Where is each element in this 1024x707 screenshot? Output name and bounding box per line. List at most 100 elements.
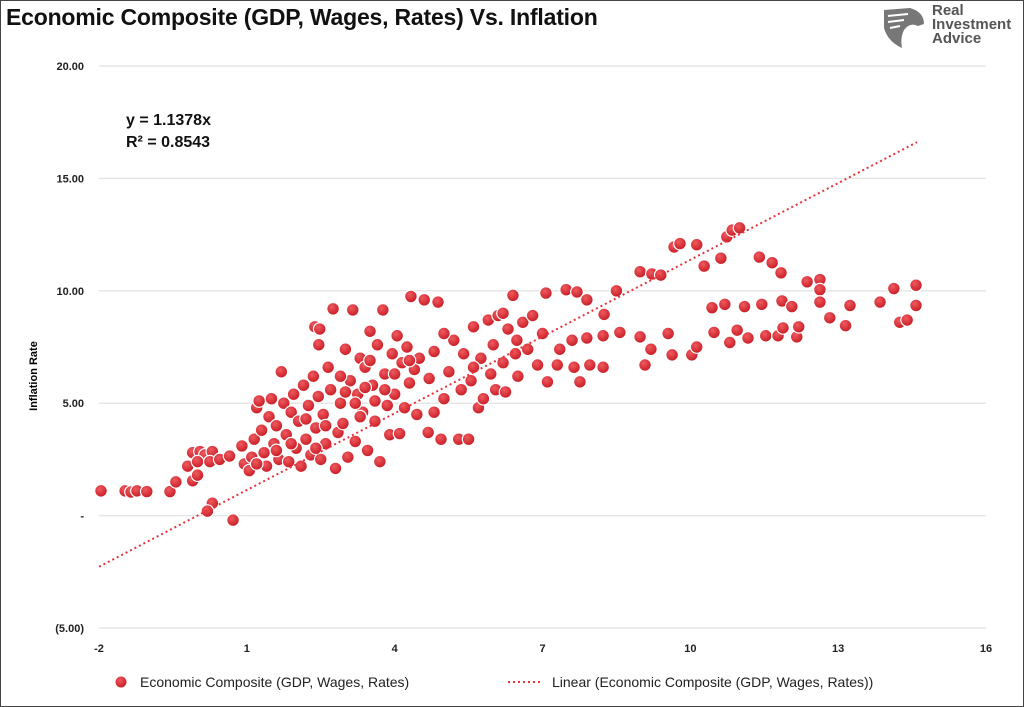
data-point (612, 325, 627, 340)
data-point (752, 250, 767, 264)
data-point (296, 378, 311, 393)
data-point (390, 328, 405, 343)
data-point (596, 328, 611, 343)
data-point (400, 340, 414, 354)
data-point (333, 396, 348, 411)
data-point (791, 319, 806, 334)
data-point (312, 322, 327, 336)
data-point (653, 268, 668, 282)
data-point (311, 389, 326, 404)
trend-equation: y = 1.1378x (126, 112, 211, 129)
data-point (252, 394, 267, 408)
data-point (370, 337, 385, 352)
data-point (340, 450, 355, 465)
data-point (446, 333, 461, 348)
data-point (486, 337, 501, 352)
data-point (456, 346, 471, 361)
legend-item-series: Economic Composite (GDP, Wages, Rates) (114, 674, 409, 690)
data-point (705, 300, 719, 315)
data-point (368, 394, 382, 408)
data-point (661, 326, 676, 341)
trendline (98, 141, 918, 568)
y-tick-label: - (80, 511, 84, 523)
data-point (139, 484, 154, 499)
data-point (510, 369, 525, 384)
data-point (254, 423, 269, 438)
data-point (774, 265, 788, 280)
data-point (741, 331, 755, 345)
data-point (754, 297, 769, 312)
data-point (633, 264, 647, 279)
data-point (308, 441, 323, 456)
data-point (311, 337, 326, 352)
data-point (262, 409, 276, 424)
data-point (257, 445, 271, 460)
y-tick-label: 10.00 (56, 286, 84, 298)
legend-trend-label: Linear (Economic Composite (GDP, Wages, … (552, 674, 874, 690)
data-point (843, 298, 857, 313)
data-point (464, 373, 478, 388)
data-point (722, 335, 737, 350)
data-point (573, 374, 587, 389)
data-point (441, 364, 456, 379)
data-point (299, 412, 313, 426)
data-point (758, 328, 773, 343)
data-point (713, 251, 728, 266)
data-point (427, 405, 441, 420)
data-point (673, 236, 687, 251)
data-point (515, 315, 530, 330)
data-point (498, 385, 513, 399)
legend-item-trend: Linear (Economic Composite (GDP, Wages, … (508, 674, 873, 690)
data-point (281, 454, 296, 469)
data-point (372, 454, 387, 469)
x-tick-label: 10 (684, 643, 696, 655)
data-point (509, 333, 524, 348)
data-point (813, 295, 827, 309)
x-tick-label: 16 (980, 643, 992, 655)
data-point (730, 323, 745, 338)
trend-r2: R² = 0.8543 (126, 134, 211, 151)
data-point (226, 513, 240, 527)
data-point (348, 396, 363, 411)
data-point (235, 439, 249, 453)
data-point (358, 380, 373, 395)
logo: Real Investment Advice (880, 2, 1020, 50)
data-point (306, 369, 321, 384)
data-point (363, 324, 377, 339)
data-point (299, 432, 313, 447)
data-point (707, 325, 721, 340)
y-axis-label: Inflation Rate (28, 341, 40, 411)
data-point (363, 353, 377, 368)
data-point (274, 364, 289, 379)
data-point (402, 353, 417, 368)
data-point (402, 376, 417, 390)
x-tick-label: 4 (392, 643, 399, 655)
logo-line1: Real (932, 2, 964, 19)
data-point (461, 432, 476, 447)
data-point (434, 432, 448, 447)
data-point (822, 310, 837, 325)
data-point (360, 443, 375, 458)
data-point (638, 358, 652, 372)
data-point (404, 289, 418, 304)
y-tick-label: 15.00 (56, 173, 84, 185)
x-tick-label: -2 (94, 643, 104, 655)
data-point (506, 288, 520, 303)
data-point (501, 322, 515, 336)
data-point (313, 452, 328, 467)
data-point (301, 398, 316, 413)
data-point (345, 303, 360, 317)
data-point (375, 303, 390, 317)
data-point (380, 398, 395, 413)
data-point (530, 358, 545, 372)
data-point (377, 382, 392, 397)
data-point (838, 318, 853, 333)
data-point (520, 342, 535, 357)
data-point (567, 360, 581, 375)
data-point (387, 367, 402, 381)
data-point (596, 360, 611, 375)
data-point (909, 298, 923, 313)
chart-title: Economic Composite (GDP, Wages, Rates) V… (6, 4, 598, 30)
data-point (454, 382, 469, 397)
